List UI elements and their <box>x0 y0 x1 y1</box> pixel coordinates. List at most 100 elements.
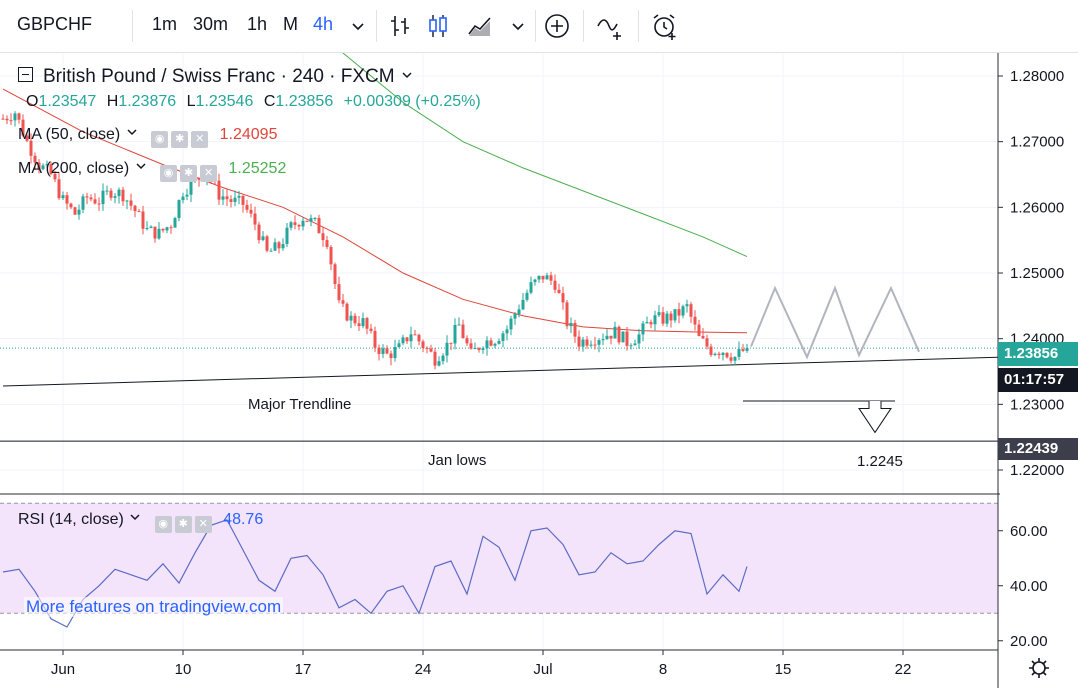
candle-body <box>453 324 457 344</box>
candle-body <box>237 195 241 198</box>
close-icon[interactable]: ✕ <box>194 516 212 533</box>
time-axis[interactable]: Jun 10 17 24 Jul 8 15 22 <box>51 650 911 678</box>
settings-icon[interactable]: ✱ <box>171 131 189 148</box>
candle-body <box>645 322 649 324</box>
change-value: +0.00309 (+0.25%) <box>343 93 481 110</box>
price-tick-label: 1.27000 <box>1010 134 1064 151</box>
time-tick-label: 15 <box>775 661 792 678</box>
candle-body <box>641 323 645 335</box>
interval-4h[interactable]: 4h <box>313 14 334 34</box>
candle-body <box>253 213 257 225</box>
settings-icon[interactable]: ✱ <box>180 165 198 182</box>
time-tick-label: 22 <box>895 661 912 678</box>
time-tick-label: 17 <box>295 661 312 678</box>
candle-body <box>17 113 21 120</box>
close-icon[interactable]: ✕ <box>200 165 218 182</box>
candle-body <box>369 328 373 331</box>
promo-link[interactable]: More features on tradingview.com <box>24 597 284 617</box>
candle-body <box>529 282 533 293</box>
arrow-shape <box>858 401 892 434</box>
candle-body <box>625 331 629 346</box>
candle-body <box>525 292 529 300</box>
interval-month[interactable]: M <box>283 14 298 34</box>
rsi-axis[interactable]: 60.00 40.00 20.00 <box>998 523 1048 650</box>
candle-body <box>53 173 57 180</box>
close-icon[interactable]: ✕ <box>191 131 209 148</box>
candle-body <box>89 197 93 200</box>
interval-30m[interactable]: 30m <box>193 14 229 34</box>
candle-body <box>513 314 517 319</box>
symbol-search[interactable]: GBPCHF <box>17 14 93 34</box>
price-tick-label: 1.22000 <box>1010 462 1064 479</box>
candle-body <box>601 339 605 341</box>
visibility-icon[interactable]: ◉ <box>160 165 178 182</box>
candle-body <box>689 304 693 317</box>
settings-gear-icon[interactable] <box>1029 658 1049 678</box>
ma50-legend[interactable]: MA (50, close) ◉ ✱ ✕ 1.24095 <box>18 125 277 148</box>
candle-body <box>489 340 493 346</box>
candle-body <box>25 135 29 141</box>
candle-body <box>221 196 225 200</box>
candles-icon[interactable] <box>424 12 452 40</box>
close-value: 1.23856 <box>275 93 334 110</box>
symbol-legend[interactable]: British Pound / Swiss Franc · 240 · FXCM <box>18 66 414 88</box>
candle-body <box>277 242 281 249</box>
candle-body <box>681 306 685 316</box>
price-tick-label: 1.25000 <box>1010 265 1064 282</box>
candle-body <box>573 322 577 337</box>
chevron-down-icon[interactable] <box>128 510 142 524</box>
candle-body <box>405 337 409 342</box>
candle-body <box>249 209 253 214</box>
candle-body <box>61 195 65 199</box>
price-axis[interactable]: 1.280001.270001.260001.250001.240001.230… <box>998 68 1064 479</box>
collapse-icon[interactable] <box>18 67 33 82</box>
chevron-down-icon[interactable] <box>400 68 414 82</box>
candle-body <box>733 356 737 361</box>
candle-body <box>157 228 161 239</box>
candle-body <box>325 240 329 247</box>
candle-body <box>537 275 541 280</box>
candle-body <box>725 352 729 358</box>
candle-body <box>429 348 433 352</box>
interval-1h[interactable]: 1h <box>247 14 268 34</box>
chart-canvas[interactable]: 1.280001.270001.260001.250001.240001.230… <box>0 53 1078 688</box>
candle-body <box>501 333 505 341</box>
chevron-down-icon[interactable] <box>344 12 372 40</box>
candle-body <box>709 346 713 355</box>
candle-body <box>65 195 69 204</box>
top-toolbar: GBPCHF 1m 30m 1h M 4h <box>0 0 1078 53</box>
candle-body <box>57 179 61 199</box>
settings-icon[interactable]: ✱ <box>174 516 192 533</box>
chevron-down-icon[interactable] <box>125 125 139 139</box>
candle-body <box>617 326 621 343</box>
area-icon[interactable] <box>466 12 494 40</box>
chevron-down-icon[interactable] <box>134 159 148 173</box>
visibility-icon[interactable]: ◉ <box>151 131 169 148</box>
indicators-icon[interactable] <box>596 12 624 40</box>
projection-zigzag[interactable] <box>750 285 920 360</box>
candle-body <box>353 315 357 324</box>
alarm-icon[interactable] <box>651 12 679 40</box>
candle-body <box>441 355 445 362</box>
candle-body <box>609 335 613 339</box>
ma50-label: MA (50, close) <box>18 126 121 143</box>
visibility-icon[interactable]: ◉ <box>154 516 172 533</box>
candle-body <box>5 118 9 121</box>
candle-body <box>229 199 233 202</box>
major-trendline[interactable] <box>2 356 999 387</box>
ma200-legend[interactable]: MA (200, close) ◉ ✱ ✕ 1.25252 <box>18 159 286 182</box>
target-arrow[interactable] <box>743 400 895 434</box>
candle-body <box>261 236 265 241</box>
candle-body <box>661 312 665 324</box>
candle-body <box>77 209 81 215</box>
candle-body <box>149 226 153 228</box>
chevron-down-icon[interactable] <box>504 12 532 40</box>
candle-body <box>397 343 401 348</box>
candle-body <box>741 349 745 351</box>
time-tick-label: 8 <box>659 661 667 678</box>
interval-1m[interactable]: 1m <box>152 14 178 34</box>
rsi-legend[interactable]: RSI (14, close) ◉ ✱ ✕ 48.76 <box>18 510 263 533</box>
plus-circle-icon[interactable] <box>543 12 571 40</box>
bars-icon[interactable] <box>386 12 414 40</box>
candle-body <box>717 353 721 356</box>
